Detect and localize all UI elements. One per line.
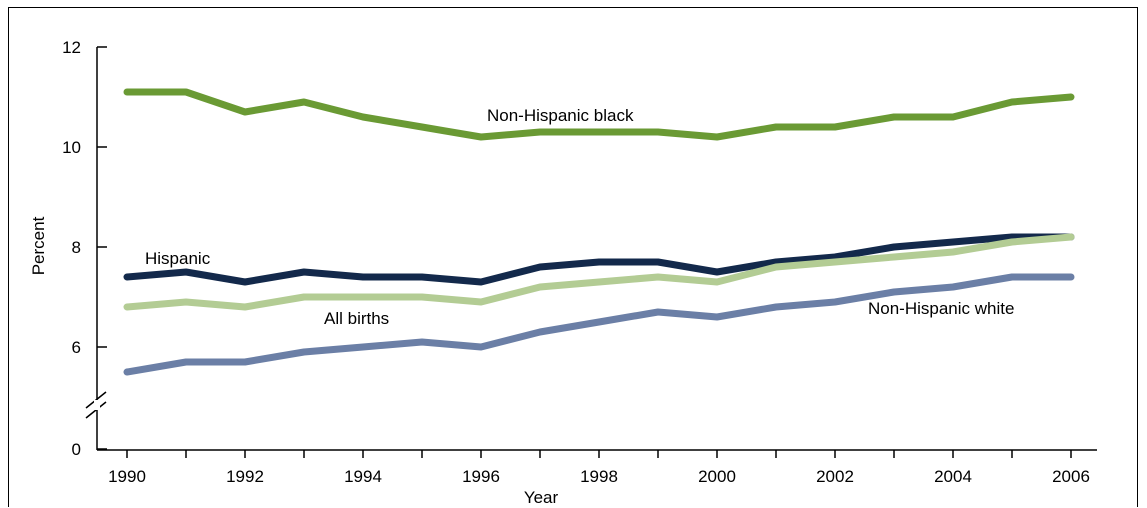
y-tick-label: 8 [72, 238, 81, 257]
x-tick-label: 2002 [816, 467, 854, 486]
x-tick-label: 1998 [580, 467, 618, 486]
x-tick-label: 2006 [1052, 467, 1090, 486]
series-line-non-hispanic-black [123, 88, 1075, 141]
series-line-hispanic [123, 233, 1075, 286]
series-label-non-hispanic-black: Non-Hispanic black [487, 106, 634, 125]
y-tick-label: 0 [72, 440, 81, 459]
x-tick-label: 1992 [226, 467, 264, 486]
y-axis-title: Percent [29, 216, 48, 275]
chart-frame [8, 7, 1138, 507]
y-axis-break [85, 391, 107, 419]
y-tick-label: 6 [72, 338, 81, 357]
series-label-non-hispanic-white: Non-Hispanic white [868, 299, 1014, 318]
series-line-non-hispanic-white [123, 273, 1075, 376]
y-tick-label: 12 [62, 38, 81, 57]
y-tick-label: 10 [62, 138, 81, 157]
x-tick-label: 1994 [344, 467, 382, 486]
series-label-hispanic: Hispanic [145, 249, 211, 268]
x-tick-label: 2004 [934, 467, 972, 486]
x-axis-title: Year [524, 488, 559, 507]
series-line-all-births [123, 233, 1075, 311]
x-tick-label: 1990 [108, 467, 146, 486]
x-tick-label: 2000 [698, 467, 736, 486]
x-tick-label: 1996 [462, 467, 500, 486]
series-label-all-births: All births [324, 309, 389, 328]
